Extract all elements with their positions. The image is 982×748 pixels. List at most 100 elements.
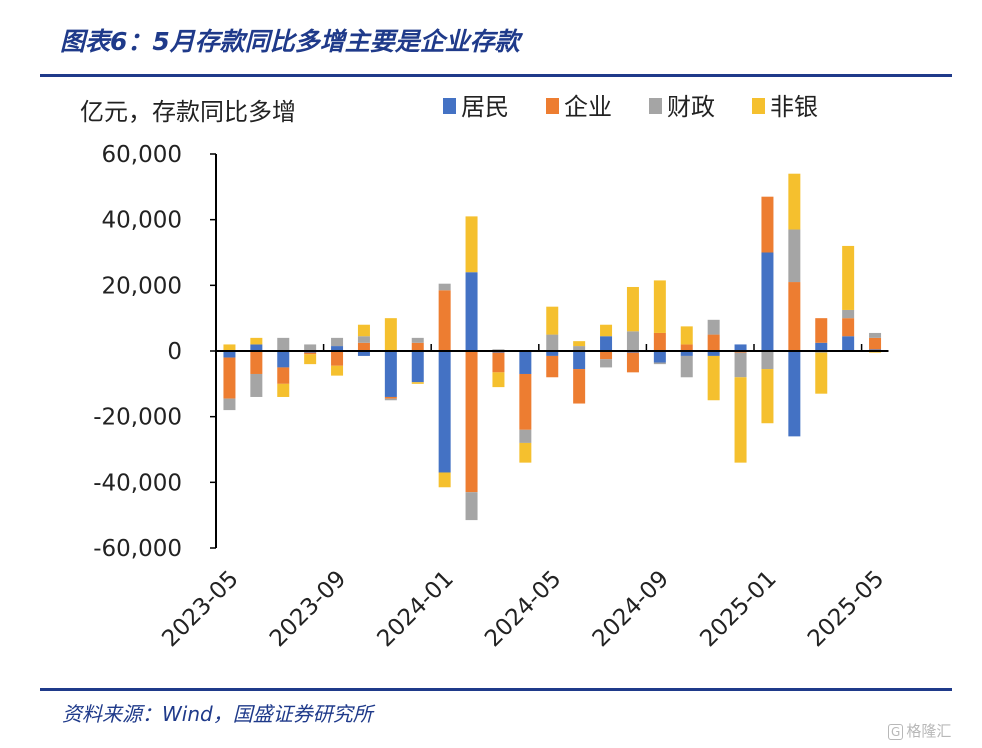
bar-2024-03-企业 [492, 352, 505, 373]
bar-2023-12-居民 [411, 351, 424, 383]
top-divider [40, 74, 952, 77]
bar-2024-01-居民 [438, 351, 451, 473]
bar-2023-07-企业 [277, 367, 290, 384]
watermark: G 格隆汇 [888, 720, 951, 741]
bar-2024-07-非银 [600, 324, 613, 337]
bar-2023-07-居民 [277, 351, 290, 368]
bar-2024-09-居民 [653, 351, 666, 363]
bar-2025-03-非银 [815, 352, 828, 394]
bar-2023-10-财政 [357, 336, 370, 343]
bar-2023-06-居民 [250, 344, 263, 351]
legend-label: 财政 [667, 93, 715, 121]
bar-2023-05-财政 [223, 398, 236, 411]
bar-2024-05-财政 [546, 334, 559, 351]
bar-2024-04-非银 [519, 442, 532, 463]
bar-2023-11-居民 [384, 351, 397, 397]
y-tick-label: -60,000 [93, 536, 182, 562]
bar-2024-04-企业 [519, 373, 532, 430]
bar-2023-08-企业 [304, 352, 317, 355]
bar-2023-11-企业 [384, 396, 397, 399]
bottom-divider [40, 688, 952, 691]
watermark-logo: G [888, 724, 904, 740]
bar-2024-05-非银 [546, 306, 559, 335]
bar-2024-02-非银 [465, 216, 478, 273]
bar-2025-05-企业 [869, 337, 882, 350]
bar-2024-11-居民 [707, 351, 720, 356]
bar-2024-10-企业 [680, 344, 693, 351]
bar-chart: 亿元，存款同比多增 居民 企业 财政 非银 60,000 40,000 20,000 0 -2… [80, 93, 889, 652]
bar-2023-12-企业 [411, 342, 424, 351]
bar-2025-01-非银 [761, 369, 774, 424]
bar-2024-11-财政 [707, 319, 720, 335]
bar-2024-12-财政 [734, 352, 747, 378]
bar-2024-01-企业 [438, 290, 451, 351]
bar-2024-11-非银 [707, 355, 720, 401]
legend-label: 企业 [564, 93, 612, 121]
legend-label: 居民 [461, 93, 509, 121]
bar-2024-12-非银 [734, 377, 747, 463]
bar-2023-06-企业 [250, 351, 263, 374]
bar-2023-11-非银 [384, 318, 397, 351]
bar-2025-02-财政 [788, 229, 801, 283]
x-tick-label: 2024-01 [373, 566, 459, 652]
y-tick-label: -40,000 [93, 470, 182, 496]
bar-2025-03-企业 [815, 318, 828, 343]
bar-2024-01-非银 [438, 472, 451, 488]
bar-2023-09-企业 [331, 351, 344, 366]
bar-2025-04-财政 [842, 309, 855, 319]
bar-2024-11-企业 [707, 334, 720, 351]
bar-2025-04-非银 [842, 245, 855, 310]
bar-2023-07-非银 [277, 383, 290, 397]
bar-2024-02-居民 [465, 272, 478, 351]
bar-2025-03-居民 [815, 342, 828, 351]
legend-swatch-居民 [443, 98, 456, 114]
bar-2025-02-非银 [788, 173, 801, 230]
watermark-text: 格隆汇 [906, 722, 952, 740]
bar-2025-02-企业 [788, 282, 801, 351]
bar-2024-09-企业 [653, 332, 666, 351]
y-axis-ticks: 60,000 40,000 20,000 0 -20,000 -40,000 -60,000 [93, 142, 216, 562]
bar-2023-08-非银 [304, 354, 317, 365]
bar-2023-05-非银 [223, 344, 236, 351]
bar-2023-12-非银 [411, 382, 424, 384]
bar-2023-12-财政 [411, 337, 424, 343]
x-tick-label: 2025-05 [803, 566, 889, 652]
legend-swatch-非银 [752, 98, 765, 114]
x-tick-label: 2024-09 [588, 566, 674, 652]
bar-2025-04-企业 [842, 318, 855, 337]
bar-2024-05-企业 [546, 355, 559, 378]
bar-2023-08-财政 [304, 344, 317, 351]
x-tick-label: 2024-05 [480, 566, 566, 652]
y-tick-label: 60,000 [102, 142, 182, 168]
bar-2024-04-居民 [519, 351, 532, 374]
bar-2024-12-居民 [734, 344, 747, 351]
bar-2024-06-非银 [573, 341, 586, 347]
bar-2025-01-企业 [761, 196, 774, 253]
bar-2024-08-非银 [626, 286, 639, 332]
bar-2023-05-居民 [223, 351, 236, 358]
y-tick-label: 40,000 [102, 208, 182, 234]
bar-2024-09-财政 [653, 362, 666, 365]
bar-2024-06-财政 [573, 346, 586, 351]
legend-label: 非银 [770, 93, 818, 121]
y-tick-label: 0 [167, 339, 182, 365]
legend-swatch-企业 [546, 98, 559, 114]
x-tick-label: 2023-05 [157, 566, 243, 652]
bar-2023-09-财政 [331, 337, 344, 347]
legend-swatch-财政 [649, 98, 662, 114]
x-tick-label: 2023-09 [265, 566, 351, 652]
bar-2023-06-非银 [250, 337, 263, 345]
bars [223, 173, 882, 521]
bar-2023-09-非银 [331, 365, 344, 376]
bar-2024-05-居民 [546, 351, 559, 356]
y-axis-label: 亿元，存款同比多增 [80, 98, 296, 126]
legend: 居民 企业 财政 非银 [443, 93, 818, 121]
bar-2025-01-财政 [761, 351, 774, 370]
source-note: 资料来源：Wind，国盛证券研究所 [62, 702, 373, 726]
bar-2023-10-非银 [357, 324, 370, 337]
figure-title: 图表6：5月存款同比多增主要是企业存款 [60, 27, 520, 56]
bar-2024-07-财政 [600, 359, 613, 368]
bar-2024-10-居民 [680, 351, 693, 356]
y-tick-label: -20,000 [93, 405, 182, 431]
bar-2024-10-非银 [680, 326, 693, 345]
